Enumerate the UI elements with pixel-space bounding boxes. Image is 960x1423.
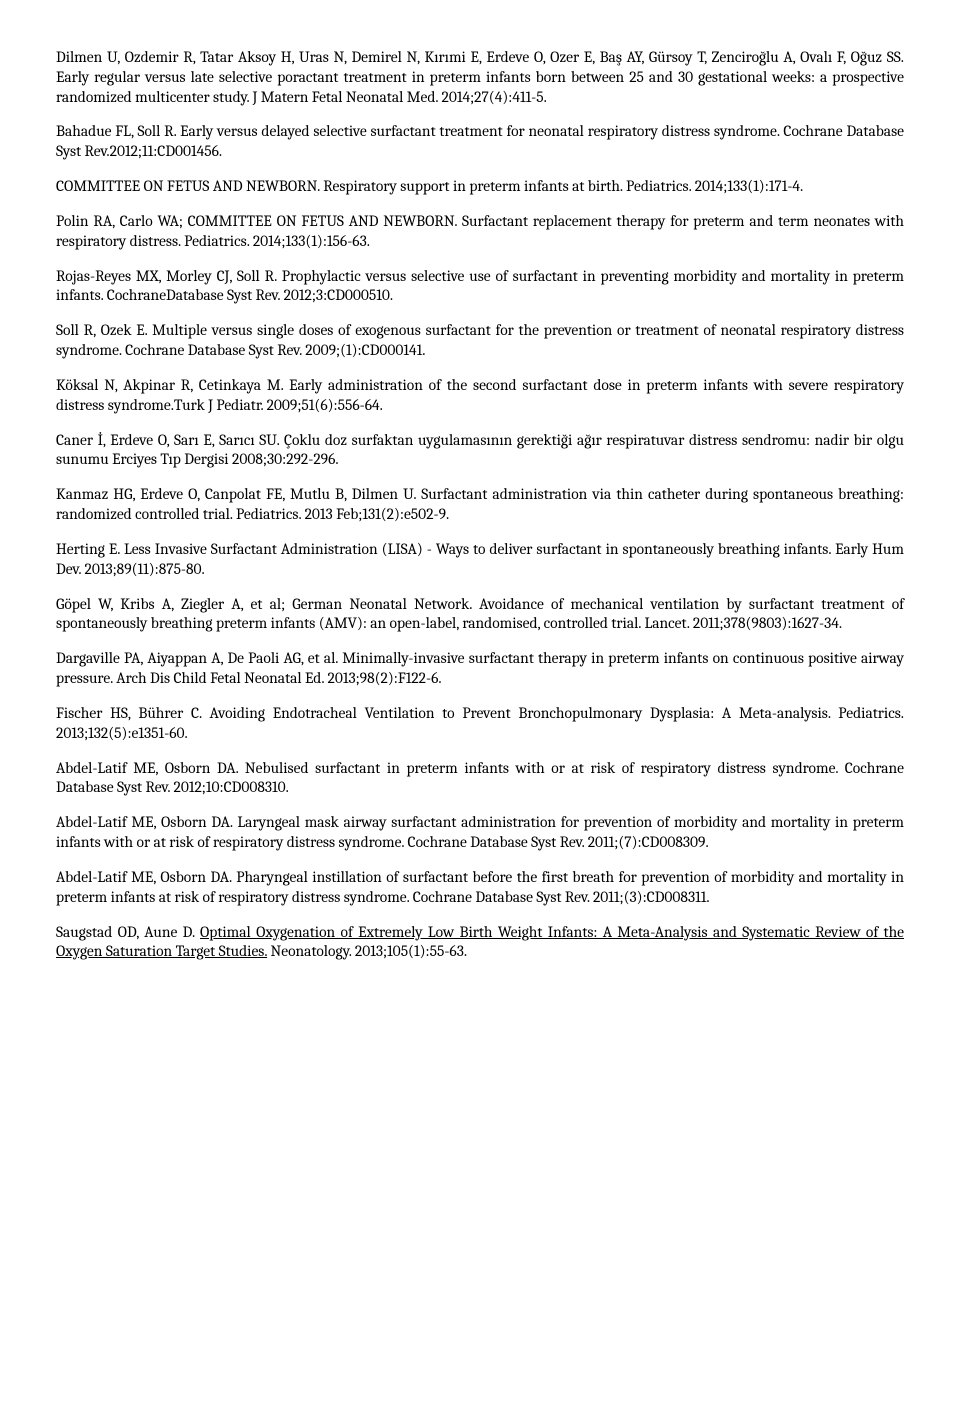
reference-item: Polin RA, Carlo WA; COMMITTEE ON FETUS A… [56,212,904,252]
reference-item: Fischer HS, Bührer C. Avoiding Endotrach… [56,704,904,744]
reference-item: Soll R, Ozek E. Multiple versus single d… [56,321,904,361]
reference-item: COMMITTEE ON FETUS AND NEWBORN. Respirat… [56,177,904,197]
reference-item: Kanmaz HG, Erdeve O, Canpolat FE, Mutlu … [56,485,904,525]
reference-item: Abdel-Latif ME, Osborn DA. Pharyngeal in… [56,868,904,908]
reference-item: Dargaville PA, Aiyappan A, De Paoli AG, … [56,649,904,689]
references-list: Dilmen U, Ozdemir R, Tatar Aksoy H, Uras… [56,48,904,962]
reference-prefix: Saugstad OD, Aune D. [56,923,200,941]
reference-item: Abdel-Latif ME, Osborn DA. Laryngeal mas… [56,813,904,853]
reference-suffix: Neonatology. 2013;105(1):55-63. [267,942,467,960]
reference-item: Caner İ, Erdeve O, Sarı E, Sarıcı SU. Ço… [56,431,904,471]
reference-item: Göpel W, Kribs A, Ziegler A, et al; Germ… [56,595,904,635]
reference-item: Bahadue FL, Soll R. Early versus delayed… [56,122,904,162]
reference-item: Rojas-Reyes MX, Morley CJ, Soll R. Proph… [56,267,904,307]
reference-item: Köksal N, Akpinar R, Cetinkaya M. Early … [56,376,904,416]
reference-item: Saugstad OD, Aune D. Optimal Oxygenation… [56,923,904,963]
reference-item: Dilmen U, Ozdemir R, Tatar Aksoy H, Uras… [56,48,904,107]
reference-item: Abdel-Latif ME, Osborn DA. Nebulised sur… [56,759,904,799]
reference-item: Herting E. Less Invasive Surfactant Admi… [56,540,904,580]
